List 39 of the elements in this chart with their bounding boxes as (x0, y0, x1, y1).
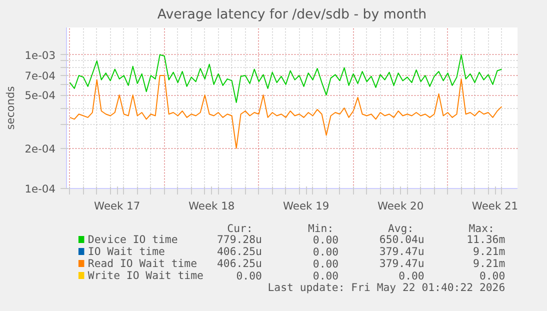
text: Min: (308, 222, 334, 235)
x-tick-label: Week 20 (377, 200, 424, 212)
text: 379.47u (379, 257, 424, 270)
legend-label: Write IO Wait time (88, 269, 204, 282)
legend-label: Device IO time (88, 233, 178, 246)
text: 0.00 (312, 258, 339, 270)
text: 9.21m (473, 257, 506, 270)
y-tick-label: 1e-04 (24, 182, 56, 196)
text: 0.00 (312, 270, 339, 282)
text: Cur: (227, 222, 253, 235)
y-axis-title: seconds (4, 86, 17, 130)
text: Max: (468, 222, 494, 235)
text: 779.28u (216, 233, 262, 246)
x-tick-label: Week 19 (282, 200, 330, 212)
y-tick-label: 5e-04 (24, 89, 56, 102)
text: 11.36m (466, 233, 506, 246)
chart-title: Average latency for /dev/sdb - by month (157, 8, 427, 22)
legend-label: Read IO Wait time (88, 257, 198, 270)
y-tick-label: 2e-04 (24, 142, 56, 156)
text: 379.47u (379, 245, 424, 258)
text: 0.00 (312, 246, 339, 258)
x-tick-label: Week 18 (188, 200, 235, 212)
text: 406.25u (216, 245, 262, 258)
line-series (69, 75, 502, 149)
text: Avg: (388, 222, 414, 235)
line-series (69, 54, 502, 103)
text: 0.00 (236, 270, 262, 282)
x-tick-label: Week 17 (94, 200, 140, 212)
text: 650.04u (379, 233, 424, 246)
text: 406.25u (216, 257, 262, 270)
y-tick-label: 1e-03 (24, 48, 56, 62)
legend-label: IO Wait time (88, 245, 165, 258)
x-tick-label: Week 21 (472, 200, 518, 212)
text: 0.00 (479, 270, 506, 282)
text: 0.00 (312, 234, 339, 246)
text: 0.00 (398, 270, 424, 282)
text: 9.21m (473, 245, 506, 258)
y-tick-label: 7e-04 (24, 70, 56, 83)
text: Last update: Fri May 22 01:40:22 2026 (268, 281, 506, 294)
